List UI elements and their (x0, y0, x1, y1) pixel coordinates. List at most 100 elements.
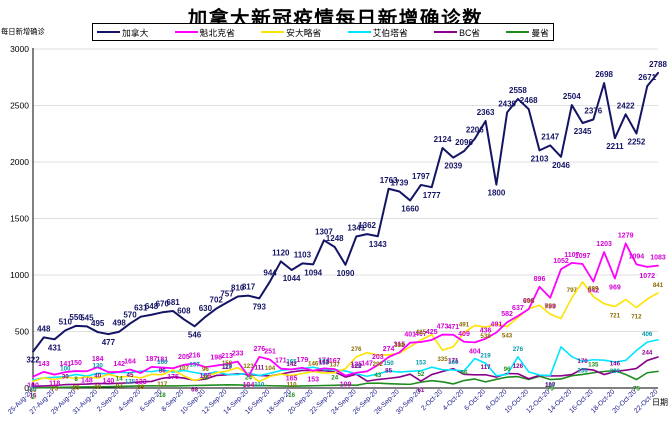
svg-text:6-Oct-20: 6-Oct-20 (463, 388, 487, 412)
svg-text:153: 153 (307, 377, 319, 384)
svg-text:471: 471 (447, 324, 459, 331)
svg-text:543: 543 (502, 333, 513, 340)
svg-text:52: 52 (417, 371, 424, 378)
svg-text:335: 335 (437, 356, 448, 363)
svg-text:40: 40 (94, 373, 101, 380)
svg-text:2698: 2698 (595, 70, 613, 79)
svg-text:135: 135 (588, 362, 599, 369)
svg-text:425: 425 (416, 329, 427, 336)
svg-text:2558: 2558 (509, 86, 527, 95)
svg-text:244: 244 (642, 349, 653, 356)
svg-text:110: 110 (254, 382, 265, 389)
svg-text:2439: 2439 (498, 99, 516, 108)
svg-text:700: 700 (524, 298, 535, 305)
svg-text:137: 137 (330, 362, 341, 369)
svg-text:2788: 2788 (649, 60, 667, 69)
svg-text:500: 500 (15, 327, 29, 337)
svg-text:491: 491 (459, 322, 470, 329)
svg-text:171: 171 (448, 358, 459, 365)
svg-text:2671: 2671 (638, 73, 656, 82)
svg-text:2376: 2376 (584, 107, 602, 116)
svg-text:150: 150 (383, 360, 394, 367)
svg-text:308: 308 (394, 342, 405, 349)
svg-text:30: 30 (62, 374, 69, 381)
svg-text:2468: 2468 (520, 96, 538, 105)
svg-text:1343: 1343 (369, 240, 387, 249)
svg-text:1094: 1094 (629, 253, 645, 260)
svg-text:96: 96 (202, 366, 209, 373)
svg-text:797: 797 (567, 287, 578, 294)
svg-text:841: 841 (653, 282, 664, 289)
svg-text:2000: 2000 (10, 157, 29, 167)
svg-text:137: 137 (189, 362, 200, 369)
svg-text:107: 107 (179, 365, 190, 372)
svg-text:276: 276 (351, 346, 362, 353)
svg-text:175: 175 (167, 374, 179, 381)
svg-text:96: 96 (504, 366, 511, 373)
svg-text:944: 944 (263, 268, 277, 277)
svg-text:817: 817 (242, 283, 256, 292)
svg-text:140: 140 (103, 378, 115, 385)
svg-text:477: 477 (102, 338, 116, 347)
svg-text:721: 721 (610, 313, 621, 320)
svg-text:143: 143 (38, 361, 50, 368)
svg-text:230: 230 (610, 368, 621, 375)
svg-text:538: 538 (480, 333, 491, 340)
svg-text:24: 24 (202, 374, 209, 381)
svg-text:142: 142 (286, 361, 297, 368)
svg-text:809: 809 (588, 286, 599, 293)
svg-text:66: 66 (461, 370, 468, 377)
svg-text:171: 171 (275, 358, 287, 365)
svg-text:14: 14 (116, 375, 123, 382)
svg-text:153: 153 (416, 360, 427, 367)
svg-text:0: 0 (24, 383, 29, 393)
svg-text:117: 117 (222, 364, 233, 371)
svg-text:86: 86 (159, 367, 166, 374)
svg-text:123: 123 (243, 363, 254, 370)
svg-text:233: 233 (232, 351, 244, 358)
svg-text:2211: 2211 (606, 142, 624, 151)
svg-text:4-Sep-20: 4-Sep-20 (117, 388, 142, 413)
svg-text:1660: 1660 (401, 204, 419, 213)
svg-text:24: 24 (331, 374, 338, 381)
svg-text:110: 110 (287, 382, 298, 389)
svg-text:498: 498 (113, 319, 127, 328)
svg-text:170: 170 (577, 358, 588, 365)
svg-text:448: 448 (37, 324, 51, 333)
svg-text:135: 135 (125, 379, 136, 386)
svg-text:1094: 1094 (304, 268, 322, 277)
svg-text:406: 406 (642, 331, 653, 338)
svg-text:164: 164 (124, 359, 136, 366)
svg-text:109: 109 (340, 382, 352, 389)
svg-text:793: 793 (253, 302, 267, 311)
svg-text:24: 24 (245, 374, 252, 381)
svg-text:148: 148 (81, 377, 93, 384)
svg-text:2147: 2147 (541, 132, 559, 141)
svg-text:653: 653 (545, 303, 556, 310)
svg-text:3000: 3000 (10, 44, 29, 54)
svg-text:1362: 1362 (358, 221, 376, 230)
svg-text:431: 431 (48, 343, 62, 352)
svg-text:219: 219 (480, 352, 491, 359)
svg-text:2046: 2046 (552, 161, 570, 170)
svg-text:104: 104 (265, 365, 276, 372)
svg-text:630: 630 (199, 304, 213, 313)
svg-text:2345: 2345 (574, 127, 592, 136)
svg-text:2422: 2422 (617, 101, 635, 110)
svg-text:1739: 1739 (391, 179, 409, 188)
svg-text:100: 100 (60, 366, 71, 373)
svg-text:582: 582 (501, 311, 513, 318)
svg-text:126: 126 (513, 363, 524, 370)
svg-text:45: 45 (127, 372, 134, 379)
svg-text:43: 43 (374, 372, 381, 379)
svg-text:2-Sep-20: 2-Sep-20 (96, 388, 121, 413)
svg-text:637: 637 (512, 305, 524, 312)
svg-text:111: 111 (254, 365, 264, 372)
svg-text:404: 404 (469, 348, 481, 355)
svg-text:2363: 2363 (477, 108, 495, 117)
svg-text:1052: 1052 (553, 258, 569, 265)
svg-text:179: 179 (297, 357, 309, 364)
svg-text:546: 546 (188, 330, 202, 339)
svg-text:1072: 1072 (639, 273, 655, 280)
svg-text:130: 130 (93, 362, 104, 369)
